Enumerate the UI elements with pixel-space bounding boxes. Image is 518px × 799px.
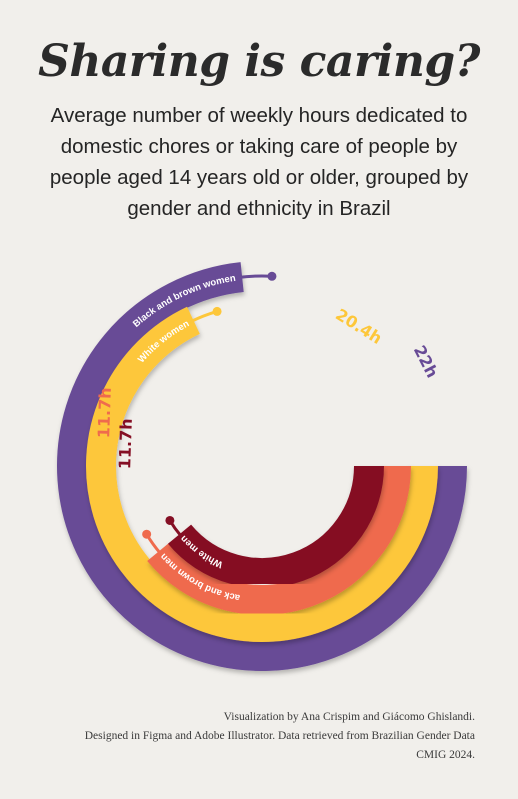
- end-dot-white-men: [165, 515, 175, 525]
- ring-white-men: [168, 465, 384, 588]
- credits: Visualization by Ana Crispim and Giácomo…: [5, 708, 475, 765]
- credits-line-1: Visualization by Ana Crispim and Giácomo…: [223, 711, 475, 723]
- chart-title: Sharing is caring?: [38, 36, 480, 87]
- value-label-white-women: 20.4h: [332, 305, 385, 348]
- value-label-black-and-brown-men: 11.7h: [94, 387, 115, 439]
- end-dot-black-and-brown-men: [142, 529, 152, 539]
- credits-line-2: Designed in Figma and Adobe Illustrator.…: [84, 730, 475, 742]
- credits-line-3: CMIG 2024.: [416, 749, 475, 761]
- end-dot-white-women: [212, 306, 222, 316]
- value-label-white-men: 11.7h: [115, 418, 136, 470]
- value-label-black-and-brown-women: 22h: [410, 342, 442, 381]
- chart-subtitle: Average number of weekly hours dedicated…: [49, 104, 469, 220]
- end-dot-black-and-brown-women: [267, 271, 277, 281]
- ring-black-and-brown-men: [147, 465, 411, 615]
- ring-black-and-brown-women: [57, 262, 467, 671]
- ring-white-women: [86, 306, 438, 642]
- leader-black-and-brown-women: [237, 274, 274, 279]
